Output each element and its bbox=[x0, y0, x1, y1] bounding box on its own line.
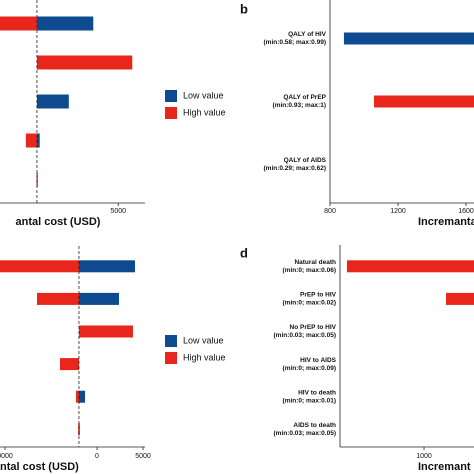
bar bbox=[78, 292, 119, 305]
x-tick-label: 1200 bbox=[390, 208, 406, 215]
x-tick-label: 5000 bbox=[110, 208, 126, 215]
category-label: (min:0.03; max:0.05) bbox=[274, 430, 337, 437]
bar bbox=[78, 423, 80, 436]
bar bbox=[25, 133, 37, 148]
bar bbox=[0, 260, 79, 273]
bar bbox=[78, 423, 79, 436]
category-label: (min:0.58; max:0.99) bbox=[264, 39, 327, 46]
legend-swatch bbox=[165, 90, 177, 102]
category-label: Natural death bbox=[294, 259, 336, 266]
category-label: (min:0; max:0.02) bbox=[283, 300, 336, 307]
category-label: No PrEP to HIV bbox=[290, 324, 337, 331]
x-tick-label: 0 bbox=[95, 453, 99, 460]
bar bbox=[36, 133, 40, 148]
x-axis-label: Incremant bbox=[418, 461, 471, 473]
category-label: (min:0; max:0.01) bbox=[283, 397, 336, 404]
x-tick-label: 1000 bbox=[416, 453, 432, 460]
bar bbox=[78, 325, 133, 338]
category-label: QALY of PrEP bbox=[283, 94, 326, 101]
bar bbox=[37, 292, 79, 305]
panel-label: d bbox=[240, 245, 248, 260]
bar bbox=[346, 260, 474, 273]
legend-label: High value bbox=[183, 352, 226, 362]
legend-label: Low value bbox=[183, 90, 224, 100]
category-label: AIDS to death bbox=[293, 422, 336, 429]
panel-label: b bbox=[240, 1, 248, 16]
category-label: (min:0; max:0.06) bbox=[283, 267, 336, 274]
bar bbox=[36, 172, 38, 187]
category-label: HIV to death bbox=[298, 389, 336, 396]
x-tick-label: 800 bbox=[324, 208, 336, 215]
legend-label: High value bbox=[183, 107, 226, 117]
category-label: QALY of AIDS bbox=[284, 157, 327, 164]
bar bbox=[60, 358, 79, 371]
category-label: (min:0; max:0.09) bbox=[283, 365, 336, 372]
x-axis-label: antal cost (USD) bbox=[16, 216, 101, 228]
plot bbox=[343, 32, 474, 108]
bar bbox=[78, 390, 86, 403]
bar bbox=[343, 32, 474, 45]
plot bbox=[0, 260, 135, 436]
x-tick-label: 5000 bbox=[135, 453, 151, 460]
legend-swatch bbox=[165, 335, 177, 347]
x-tick-label: 1600 bbox=[458, 208, 474, 215]
legend-swatch bbox=[165, 107, 177, 119]
category-label: PrEP to HIV bbox=[300, 292, 337, 299]
x-axis-label: Incremantal bbox=[418, 216, 474, 228]
bar bbox=[36, 172, 38, 187]
category-label: QALY of HIV bbox=[288, 31, 327, 38]
bar bbox=[36, 94, 69, 109]
legend-swatch bbox=[165, 352, 177, 364]
category-label: (min:0.93; max:1) bbox=[273, 102, 326, 109]
bar bbox=[76, 390, 79, 403]
legend-label: Low value bbox=[183, 335, 224, 345]
bar bbox=[374, 95, 474, 108]
category-label: HIV to AIDS bbox=[300, 357, 337, 364]
bar bbox=[36, 16, 94, 31]
x-axis-label: ntal cost (USD) bbox=[0, 461, 79, 473]
bar bbox=[78, 260, 135, 273]
category-label: (min:0.03; max:0.05) bbox=[274, 332, 337, 339]
bar bbox=[0, 16, 37, 31]
plot bbox=[346, 260, 474, 305]
plot bbox=[0, 16, 133, 187]
bar bbox=[36, 55, 133, 70]
bar bbox=[446, 292, 474, 305]
category-label: (min:0.29; max:0.62) bbox=[264, 165, 327, 172]
